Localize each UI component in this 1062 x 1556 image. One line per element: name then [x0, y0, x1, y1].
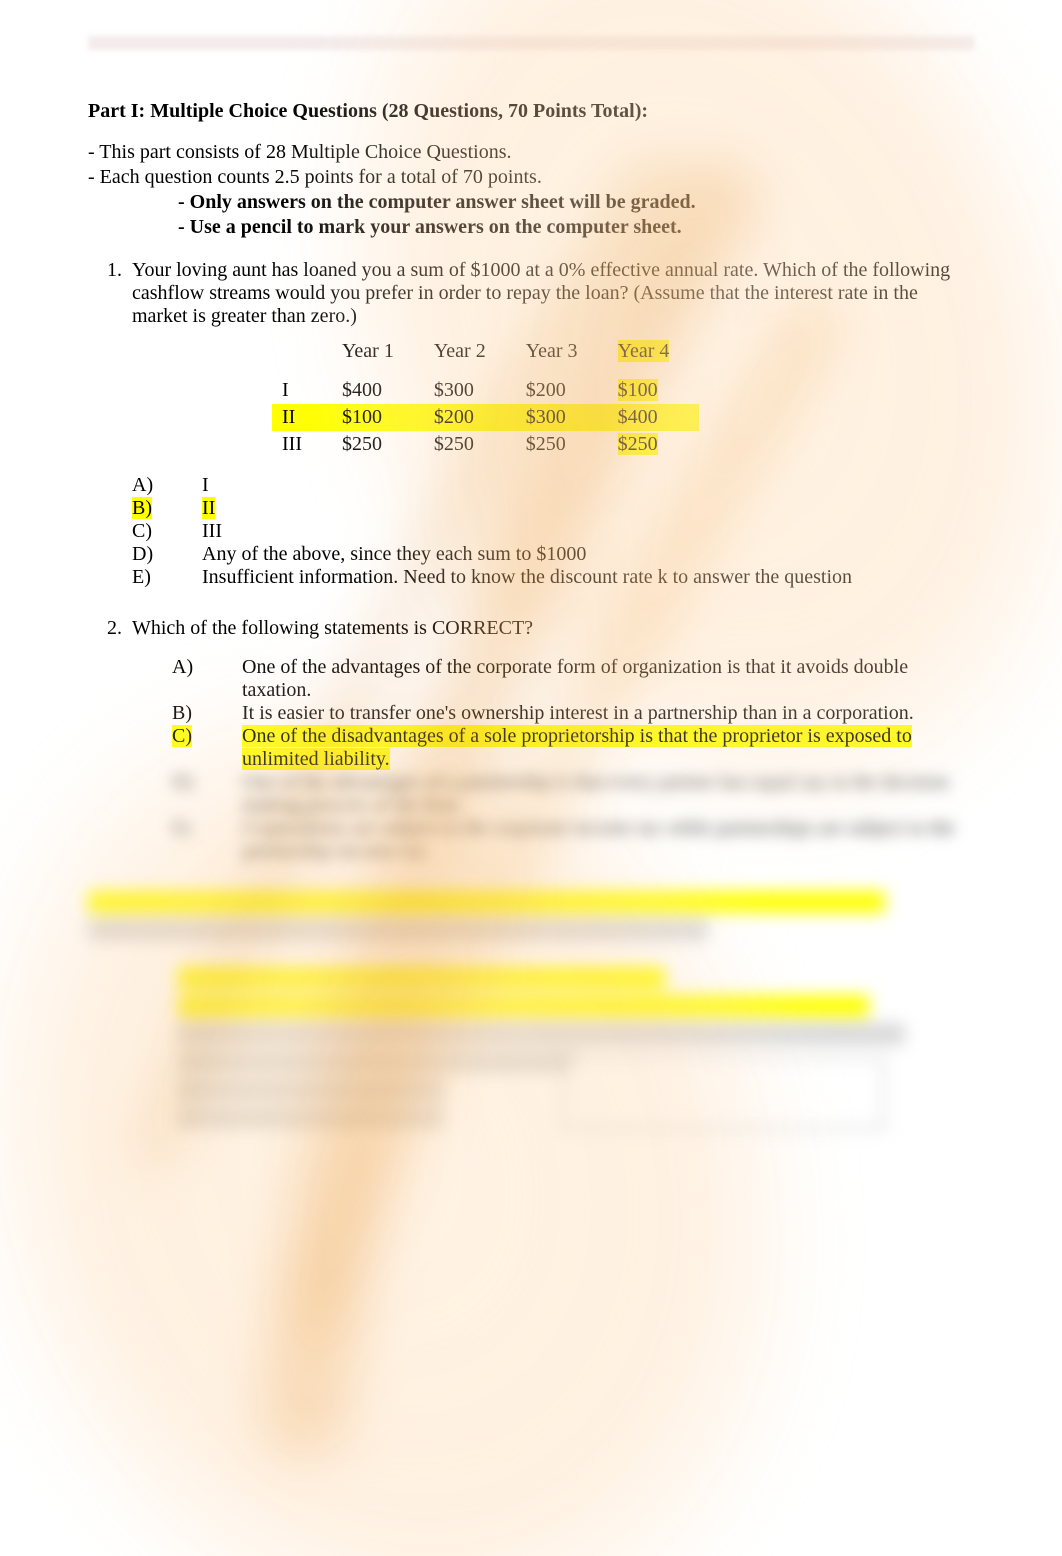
- intro-line-1: - This part consists of 28 Multiple Choi…: [88, 141, 974, 164]
- blurred-question-3: [88, 891, 974, 1129]
- choice: A) One of the advantages of the corporat…: [172, 656, 974, 702]
- choice: A) I: [132, 474, 974, 497]
- th: Year 2: [424, 338, 516, 377]
- question-2: 2. Which of the following statements is …: [88, 617, 974, 863]
- intro-line-4: - Use a pencil to mark your answers on t…: [178, 216, 682, 238]
- intro-line-3: - Only answers on the computer answer sh…: [178, 191, 696, 213]
- choice: B) II: [132, 497, 974, 520]
- intro-block: - This part consists of 28 Multiple Choi…: [88, 141, 974, 239]
- th: Year 4: [608, 338, 700, 377]
- choice: C) III: [132, 520, 974, 543]
- cashflow-table: Year 1 Year 2 Year 3 Year 4 I $400 $300 …: [272, 338, 699, 458]
- header-blur-bar: [88, 36, 974, 50]
- table-row: II $100 $200 $300 $400: [272, 404, 699, 431]
- question-1: 1. Your loving aunt has loaned you a sum…: [88, 259, 974, 589]
- intro-line-2: - Each question counts 2.5 points for a …: [88, 166, 974, 189]
- table-row: III $250 $250 $250 $250: [272, 431, 699, 458]
- choice: C) One of the disadvantages of a sole pr…: [172, 725, 974, 771]
- question-number: 1.: [88, 259, 132, 589]
- table-row: I $400 $300 $200 $100: [272, 377, 699, 404]
- question-text: Which of the following statements is COR…: [132, 617, 974, 640]
- choice: E) Insufficient information. Need to kno…: [132, 566, 974, 589]
- question-text: Your loving aunt has loaned you a sum of…: [132, 259, 974, 328]
- th: Year 1: [332, 338, 424, 377]
- choice: D) One of the advantages of a partnershi…: [172, 771, 974, 817]
- th: [272, 338, 332, 377]
- choice: B) It is easier to transfer one's owners…: [172, 702, 974, 725]
- section-title: Part I: Multiple Choice Questions (28 Qu…: [88, 100, 974, 123]
- question-number: 2.: [88, 617, 132, 863]
- table-header-row: Year 1 Year 2 Year 3 Year 4: [272, 338, 699, 377]
- choices-q2: A) One of the advantages of the corporat…: [172, 656, 974, 863]
- th: Year 3: [516, 338, 608, 377]
- choice: D) Any of the above, since they each sum…: [132, 543, 974, 566]
- choices-q1: A) I B) II C) III D) Any of the above, s…: [132, 474, 974, 589]
- choice: E) Corporations are subject to the corpo…: [172, 817, 974, 863]
